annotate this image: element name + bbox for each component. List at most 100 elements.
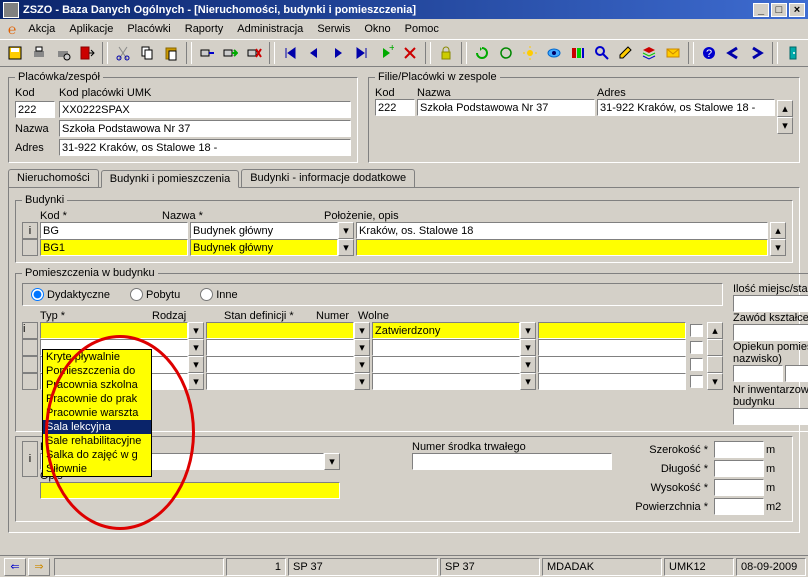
stan-input-2[interactable] xyxy=(372,356,520,373)
pom-scroll-0[interactable]: ▴ xyxy=(707,322,723,339)
zawod-input[interactable] xyxy=(733,324,808,341)
radio-dyd[interactable]: Dydaktyczne xyxy=(31,288,110,301)
opiekun-nr[interactable] xyxy=(733,365,783,382)
rodzaj-input-1[interactable] xyxy=(206,339,354,356)
tool-search-enter-icon[interactable] xyxy=(196,42,218,64)
maximize-button[interactable]: □ xyxy=(771,3,787,17)
typ-input-0[interactable] xyxy=(40,322,188,339)
tool-delete-icon[interactable] xyxy=(399,42,421,64)
typ-option-0[interactable]: Kryte pływalnie xyxy=(43,350,151,364)
stan-dd-0[interactable]: ▾ xyxy=(520,322,536,339)
status-prev-icon[interactable]: ⇐ xyxy=(4,558,26,576)
stan-dd-2[interactable]: ▾ xyxy=(520,356,536,373)
r-kod-input[interactable] xyxy=(375,99,415,116)
tool-first-icon[interactable] xyxy=(279,42,301,64)
rodzaj-input-2[interactable] xyxy=(206,356,354,373)
tool-layers-icon[interactable] xyxy=(638,42,660,64)
tool-add-icon[interactable]: + xyxy=(375,42,397,64)
numer-input-2[interactable] xyxy=(538,356,686,373)
tool-last-icon[interactable] xyxy=(351,42,373,64)
row-marker[interactable]: i xyxy=(22,222,38,239)
numer-input-0[interactable] xyxy=(538,322,686,339)
menu-placowki[interactable]: Placówki xyxy=(121,21,176,37)
typ-option-8[interactable]: Siłownie xyxy=(43,462,151,476)
row-marker-1[interactable] xyxy=(22,239,38,256)
wolne-chk-2[interactable] xyxy=(690,358,703,371)
rodzaj-dd-1[interactable]: ▾ xyxy=(354,339,370,356)
typ-dropdown[interactable]: Kryte pływalniePomieszczenia doPracownia… xyxy=(42,349,152,477)
tool-paste-icon[interactable] xyxy=(160,42,182,64)
typ-dd-0[interactable]: ▾ xyxy=(188,322,204,339)
bot-szer-input[interactable] xyxy=(714,441,764,458)
radio-inne[interactable]: Inne xyxy=(200,288,237,301)
menu-okno[interactable]: Okno xyxy=(358,21,396,37)
b-pol-1[interactable] xyxy=(356,239,768,256)
tool-printset-icon[interactable] xyxy=(52,42,74,64)
r-adres-input[interactable] xyxy=(597,99,775,116)
tool-copy-icon[interactable] xyxy=(136,42,158,64)
rodzaj-dd-0[interactable]: ▾ xyxy=(354,322,370,339)
b-nazwa-1[interactable] xyxy=(190,239,338,256)
tool-search-cancel-icon[interactable] xyxy=(243,42,265,64)
tool-fwd-icon[interactable] xyxy=(746,42,768,64)
tool-cut-icon[interactable] xyxy=(112,42,134,64)
kodumk-input[interactable] xyxy=(59,101,351,118)
nrst-input[interactable] xyxy=(412,453,612,470)
nrinw-input[interactable] xyxy=(733,408,808,425)
tool-next-icon[interactable] xyxy=(327,42,349,64)
pom-scroll-3[interactable]: ▾ xyxy=(707,373,723,390)
typ-option-6[interactable]: Sale rehabilitacyjne xyxy=(43,434,151,448)
pom-marker-1[interactable] xyxy=(22,339,38,356)
bot-opis-input[interactable] xyxy=(40,482,340,499)
bot-wys-input[interactable] xyxy=(714,479,764,496)
menu-raporty[interactable]: Raporty xyxy=(179,21,230,37)
tab-nieruchomosci[interactable]: Nieruchomości xyxy=(8,169,99,187)
bot-pow-input[interactable] xyxy=(714,498,764,515)
typ-dd-2[interactable]: ▾ xyxy=(188,356,204,373)
tool-door-icon[interactable] xyxy=(782,42,804,64)
tool-eye-icon[interactable] xyxy=(543,42,565,64)
tool-save-icon[interactable] xyxy=(4,42,26,64)
kod-input[interactable] xyxy=(15,101,55,118)
typ-option-4[interactable]: Pracownie warszta xyxy=(43,406,151,420)
typ-option-7[interactable]: Salka do zajęć w g xyxy=(43,448,151,462)
b-kod-0[interactable] xyxy=(40,222,188,239)
menu-akcja[interactable]: Akcja xyxy=(22,21,61,37)
b-kod-1[interactable] xyxy=(40,239,188,256)
wolne-chk-0[interactable] xyxy=(690,324,703,337)
tool-edit-icon[interactable] xyxy=(614,42,636,64)
typ-option-3[interactable]: Pracownie do prak xyxy=(43,392,151,406)
pom-scroll-2[interactable] xyxy=(707,356,723,373)
menu-administracja[interactable]: Administracja xyxy=(231,21,309,37)
stan-input-1[interactable] xyxy=(372,339,520,356)
bot-rodzaj-dd[interactable]: ▾ xyxy=(324,453,340,470)
numer-input-1[interactable] xyxy=(538,339,686,356)
ilosc-input[interactable] xyxy=(733,295,808,312)
rodzaj-dd-3[interactable]: ▾ xyxy=(354,373,370,390)
numer-input-3[interactable] xyxy=(538,373,686,390)
pom-marker-0[interactable]: i xyxy=(22,322,38,339)
minimize-button[interactable]: _ xyxy=(753,3,769,17)
opiekun-name[interactable] xyxy=(785,365,808,382)
tool-mail-icon[interactable] xyxy=(662,42,684,64)
tool-cols-icon[interactable] xyxy=(567,42,589,64)
adres-input[interactable] xyxy=(59,139,351,156)
typ-option-1[interactable]: Pomieszczenia do xyxy=(43,364,151,378)
radio-pob[interactable]: Pobytu xyxy=(130,288,180,301)
pom-marker-2[interactable] xyxy=(22,356,38,373)
tool-help-icon[interactable]: ? xyxy=(698,42,720,64)
b-nazwa-0[interactable] xyxy=(190,222,338,239)
typ-option-2[interactable]: Pracownia szkolna xyxy=(43,378,151,392)
bottom-marker[interactable]: i xyxy=(22,441,38,477)
b-pol-0[interactable] xyxy=(356,222,768,239)
bot-dlug-input[interactable] xyxy=(714,460,764,477)
tool-prev-icon[interactable] xyxy=(303,42,325,64)
close-button[interactable]: × xyxy=(789,3,805,17)
tool-refresh2-icon[interactable] xyxy=(495,42,517,64)
tool-lock-icon[interactable] xyxy=(435,42,457,64)
r-nazwa-input[interactable] xyxy=(417,99,595,116)
rodzaj-input-3[interactable] xyxy=(206,373,354,390)
typ-dd-1[interactable]: ▾ xyxy=(188,339,204,356)
wolne-chk-3[interactable] xyxy=(690,375,703,388)
menu-pomoc[interactable]: Pomoc xyxy=(399,21,445,37)
